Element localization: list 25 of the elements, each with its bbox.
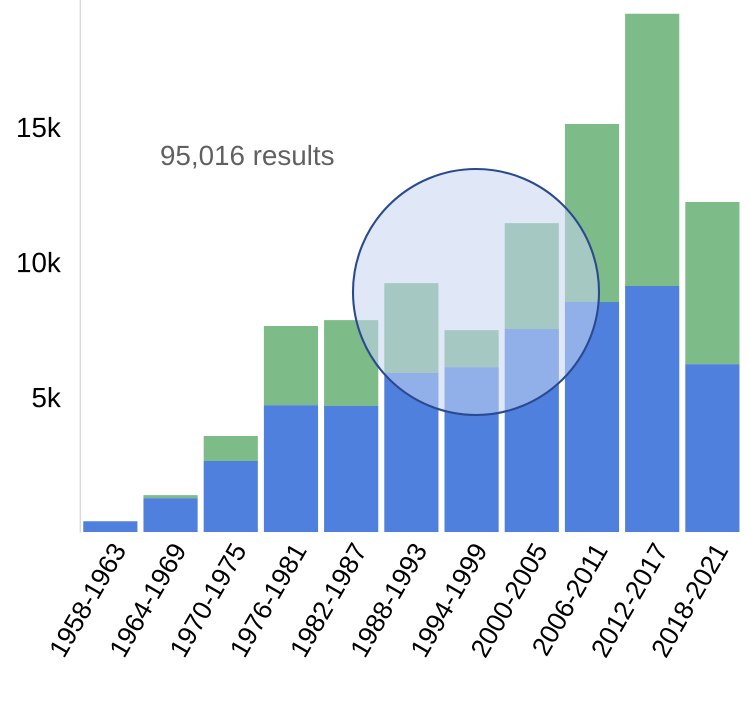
bar bbox=[324, 406, 378, 532]
bar bbox=[625, 14, 680, 286]
bar bbox=[264, 405, 318, 532]
bar bbox=[444, 330, 499, 368]
y-tick-label: 5k bbox=[32, 386, 61, 408]
bar bbox=[625, 286, 680, 532]
bar bbox=[564, 124, 620, 302]
bar bbox=[143, 498, 198, 532]
bar bbox=[204, 436, 258, 462]
bar bbox=[504, 223, 559, 329]
bar bbox=[83, 521, 138, 532]
bar bbox=[685, 202, 740, 364]
bar bbox=[384, 283, 438, 374]
bar bbox=[143, 495, 198, 498]
bar bbox=[204, 461, 258, 532]
y-tick-label: 15k bbox=[18, 116, 61, 138]
annotation: 95,016 results bbox=[161, 144, 334, 169]
bar bbox=[444, 367, 499, 532]
bar bbox=[264, 326, 318, 406]
bar bbox=[685, 364, 740, 532]
bar bbox=[504, 328, 559, 532]
bar bbox=[564, 302, 620, 532]
bar bbox=[324, 320, 378, 406]
y-tick-label: 10k bbox=[18, 252, 61, 272]
bar bbox=[384, 373, 438, 532]
